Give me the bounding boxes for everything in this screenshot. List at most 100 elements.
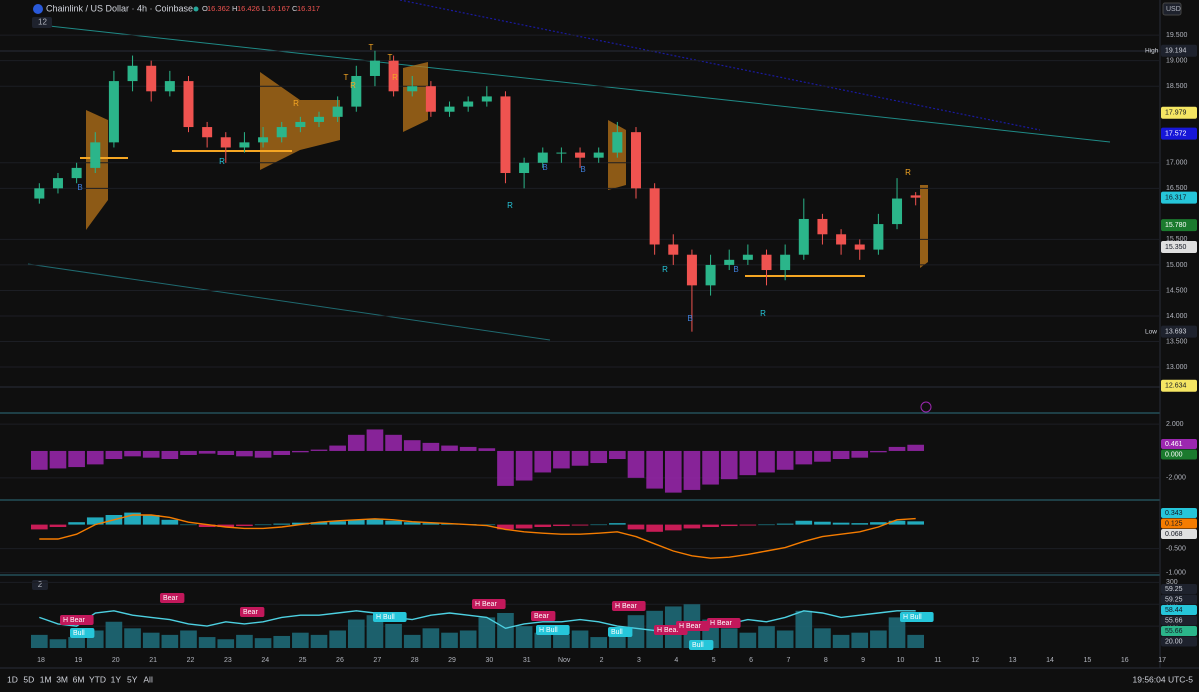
candle-body <box>34 188 45 199</box>
indicator-bar <box>180 450 197 455</box>
indicator-bar <box>683 524 701 529</box>
x-tick-label: 2 <box>600 657 604 664</box>
candle-body <box>892 198 903 225</box>
x-tick-label: 15 <box>1083 657 1091 664</box>
range-button[interactable]: 5Y <box>127 674 138 684</box>
indicator-line <box>39 514 916 559</box>
candle-body <box>668 244 679 255</box>
y-tick-label: 19.500 <box>1166 32 1188 39</box>
price-label: 0.461 <box>1165 441 1183 448</box>
interval-badge[interactable] <box>32 17 52 28</box>
signal-label: B <box>580 165 585 174</box>
x-tick-label: 3 <box>637 657 641 664</box>
annotation-box <box>536 625 570 635</box>
x-tick-label: 4 <box>674 657 678 664</box>
indicator-bar <box>907 634 924 648</box>
price-label-box <box>1161 191 1197 204</box>
price-label-box <box>1161 44 1197 57</box>
ohlc-value: 16.317 <box>297 4 320 13</box>
indicator-bar <box>347 434 365 451</box>
candle-body <box>127 65 138 82</box>
annotation-label: Bull <box>692 642 704 649</box>
indicator-bar <box>776 523 794 525</box>
indicator-bar <box>683 450 701 490</box>
signal-label: T <box>388 53 393 62</box>
signal-label: B <box>77 183 82 192</box>
candle-body <box>612 132 623 153</box>
indicator-bar <box>459 446 477 451</box>
price-label: 13.693 <box>1165 329 1187 336</box>
indicator-bar <box>310 522 328 525</box>
candle-body <box>519 162 530 174</box>
annotation-box <box>612 601 646 611</box>
range-button[interactable]: 1M <box>40 674 52 684</box>
indicator-bar <box>758 626 775 648</box>
price-label-box <box>1161 439 1197 449</box>
annotation-box <box>900 612 934 622</box>
annotation-box <box>60 615 94 625</box>
x-tick-label: 22 <box>187 657 195 664</box>
candle-body <box>369 60 380 76</box>
range-button[interactable]: 1D <box>7 674 18 684</box>
range-button[interactable]: 5D <box>23 674 34 684</box>
candle-body <box>761 254 772 271</box>
indicator-bar <box>795 520 813 525</box>
indicator-bar <box>590 450 608 464</box>
price-label-box <box>1161 605 1197 615</box>
candle-body <box>444 106 455 112</box>
annotation-label: H Bear <box>710 620 732 627</box>
annotation-label: Bull <box>611 629 623 636</box>
price-label-box <box>1161 636 1197 647</box>
annotation-label: H Bull <box>903 614 922 621</box>
indicator-bar <box>534 450 552 473</box>
indicator-bar <box>254 638 272 648</box>
candle-body <box>742 254 753 260</box>
price-label: 17.979 <box>1165 110 1187 117</box>
indicator-bar <box>478 448 496 451</box>
signal-label: B <box>687 314 692 323</box>
range-button[interactable]: 6M <box>73 674 85 684</box>
ohlc-value: 16.362 <box>207 4 230 13</box>
y-tick-label: 16.500 <box>1166 185 1188 192</box>
candle-body <box>854 244 865 250</box>
indicator-bar <box>888 520 906 525</box>
x-tick-label: 25 <box>299 657 307 664</box>
annotation-box <box>373 612 407 622</box>
candle-body <box>90 142 101 168</box>
range-button[interactable]: 1Y <box>111 674 122 684</box>
candle-body <box>780 254 791 271</box>
band <box>920 185 928 268</box>
annotation-box <box>160 593 185 603</box>
indicator-bar <box>422 628 440 648</box>
range-button[interactable]: YTD <box>89 674 106 684</box>
indicator-bar <box>907 521 924 525</box>
signal-label: R <box>905 168 911 177</box>
indicator-bar <box>814 450 831 462</box>
indicator-bar <box>590 637 608 648</box>
candle-body <box>202 127 213 138</box>
currency-label: USD <box>1166 6 1181 13</box>
indicator-bar <box>571 524 589 526</box>
indicator-bar <box>86 450 104 465</box>
indicator-bar <box>870 450 887 453</box>
indicator-icon[interactable] <box>920 401 932 413</box>
price-label-box <box>1161 241 1197 254</box>
indicator-bar <box>385 623 402 648</box>
signal-label: R <box>507 201 513 210</box>
candle-body <box>239 142 250 148</box>
x-tick-label: 18 <box>37 657 45 664</box>
price-label-box <box>1161 449 1197 460</box>
annotation-label: H Bull <box>539 627 558 634</box>
indicator-bar <box>161 519 179 525</box>
indicator-bar <box>646 524 663 532</box>
candle-body <box>556 152 567 154</box>
x-tick-label: 29 <box>448 657 456 664</box>
range-button[interactable]: 3M <box>56 674 68 684</box>
annotation-label: Bear <box>163 595 178 602</box>
indicator-bar <box>217 524 235 527</box>
x-tick-label: 19 <box>74 657 82 664</box>
currency-button[interactable] <box>1162 2 1182 16</box>
price-label-box <box>1161 508 1197 518</box>
range-button[interactable]: All <box>143 674 153 684</box>
indicator-bar <box>739 524 757 526</box>
